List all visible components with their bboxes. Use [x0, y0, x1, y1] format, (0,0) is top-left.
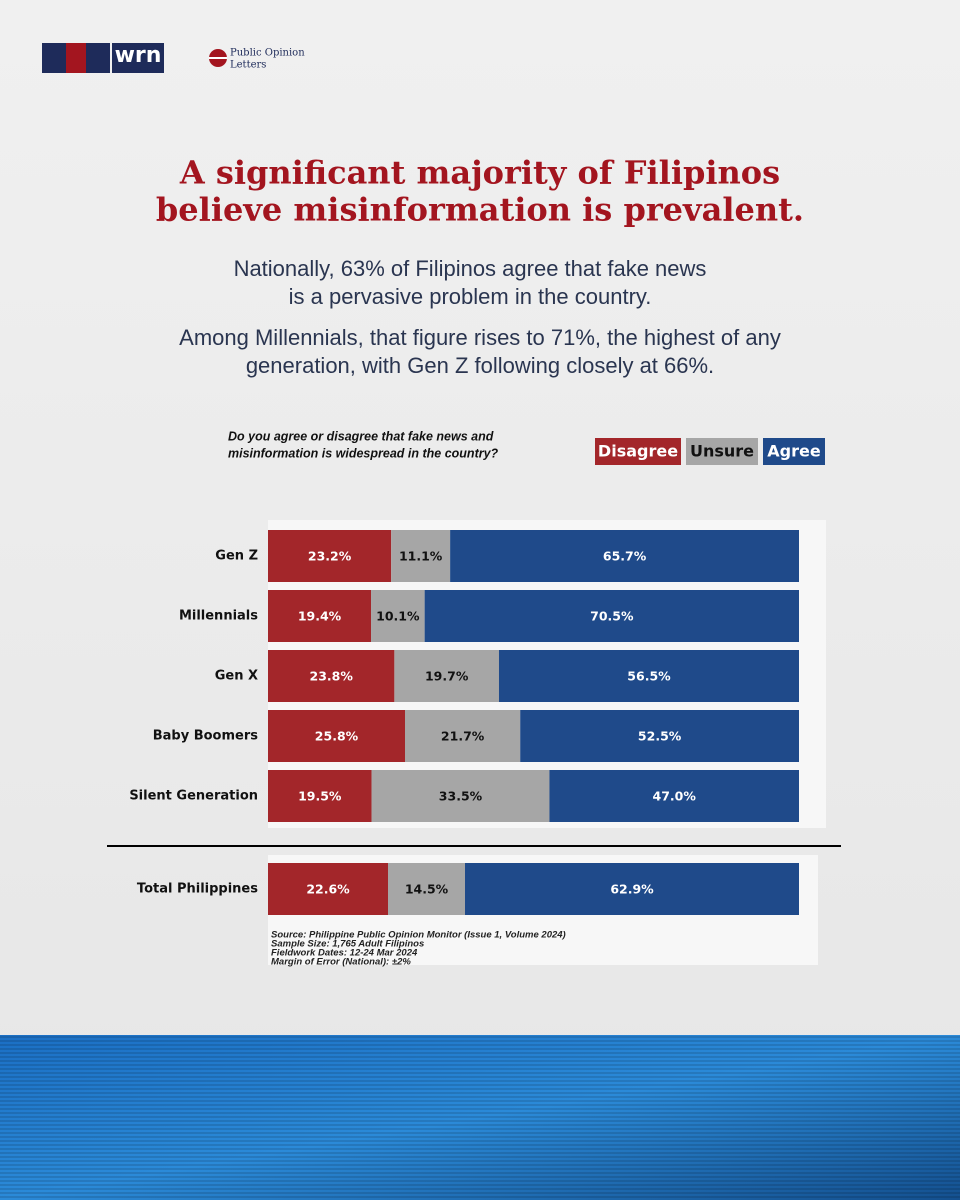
bar-segment	[268, 863, 389, 915]
logo: wrn RESEARCH Public Opinion Letters	[42, 43, 305, 74]
legend-label: Unsure	[690, 442, 754, 461]
question: Do you agree or disagree that fake news …	[228, 429, 494, 443]
bar-segment	[465, 863, 799, 915]
value-label: 65.7%	[603, 549, 647, 564]
category-label: Total Philippines	[137, 882, 258, 897]
bar-segment	[268, 530, 392, 582]
value-label: 25.8%	[315, 729, 359, 744]
value-label: 23.8%	[310, 669, 354, 684]
value-label: 56.5%	[627, 669, 671, 684]
source-note: Fieldwork Dates: 12-24 Mar 2024	[271, 948, 418, 959]
bar-segment	[520, 710, 799, 762]
value-label: 62.9%	[610, 882, 654, 897]
value-label: 33.5%	[439, 789, 483, 804]
paragraph: Among Millennials, that figure rises to …	[179, 325, 781, 350]
category-label: Gen Z	[215, 549, 258, 564]
value-label: 10.1%	[376, 609, 420, 624]
legend-label: Disagree	[598, 442, 678, 461]
partner: Letters	[230, 60, 266, 71]
value-label: 19.7%	[425, 669, 469, 684]
value-label: 70.5%	[590, 609, 634, 624]
bar-segment	[450, 530, 799, 582]
category-label: Gen X	[215, 669, 258, 684]
bar-segment	[391, 530, 451, 582]
partner: Public Opinion	[230, 48, 305, 59]
value-label: 22.6%	[306, 882, 350, 897]
legend-swatch	[763, 438, 825, 465]
question: misinformation is widespread in the coun…	[228, 446, 499, 460]
source-note: Source: Philippine Public Opinion Monito…	[271, 930, 566, 941]
value-label: 19.5%	[298, 789, 342, 804]
value-label: 47.0%	[653, 789, 697, 804]
bar-segment	[424, 590, 799, 642]
logo-text: wrn	[115, 43, 162, 68]
bar-segment	[371, 770, 550, 822]
category-label: Baby Boomers	[153, 729, 259, 744]
paragraph: generation, with Gen Z following closely…	[246, 353, 714, 378]
bar-segment	[498, 650, 799, 702]
source-note: Sample Size: 1,765 Adult Filipinos	[271, 939, 424, 950]
title: believe misinformation is prevalent.	[156, 191, 804, 229]
photo-texture	[0, 1035, 960, 1200]
value-label: 23.2%	[308, 549, 352, 564]
title: A significant majority of Filipinos	[179, 154, 780, 192]
bar-segment	[388, 863, 466, 915]
paragraph: Nationally, 63% of Filipinos agree that …	[234, 256, 707, 281]
bar-segment	[371, 590, 425, 642]
value-label: 19.4%	[298, 609, 342, 624]
logo-sub: RESEARCH	[119, 66, 157, 74]
bar-segment	[404, 710, 521, 762]
legend-swatch	[686, 438, 758, 465]
bar-segment	[394, 650, 499, 702]
value-label: 11.1%	[399, 549, 443, 564]
legend-swatch	[595, 438, 681, 465]
bar-segment	[268, 710, 405, 762]
source-note: Margin of Error (National): ±2%	[271, 957, 411, 968]
legend-label: Agree	[767, 442, 821, 461]
value-label: 14.5%	[405, 882, 449, 897]
category-label: Millennials	[179, 609, 258, 624]
bar-segment	[268, 770, 372, 822]
value-label: 52.5%	[638, 729, 682, 744]
bar-segment	[268, 590, 372, 642]
bar-segment	[268, 650, 395, 702]
paragraph: is a pervasive problem in the country.	[289, 284, 652, 309]
category-label: Silent Generation	[129, 789, 258, 804]
value-label: 21.7%	[441, 729, 485, 744]
bar-segment	[549, 770, 799, 822]
